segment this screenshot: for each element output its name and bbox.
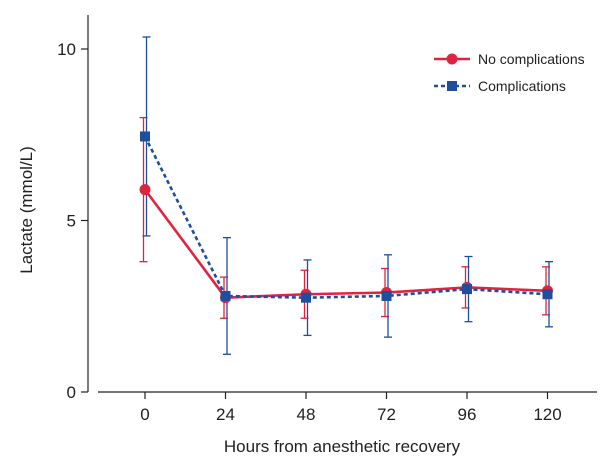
legend: No complications Complications xyxy=(434,51,585,94)
data-point-square xyxy=(220,290,231,301)
data-point-square xyxy=(301,292,311,303)
series-lines xyxy=(143,135,548,299)
x-tick-label: 72 xyxy=(377,405,396,424)
y-axis-title: Lactate (mmol/L) xyxy=(17,146,36,274)
series-markers xyxy=(139,131,553,304)
y-tick-label: 0 xyxy=(67,383,76,402)
x-tick-label: 0 xyxy=(140,405,149,424)
data-point-square xyxy=(462,284,472,295)
x-axis-title: Hours from anesthetic recovery xyxy=(224,437,461,456)
series-line-no-complications xyxy=(143,188,548,299)
x-tick-label: 120 xyxy=(533,405,561,424)
legend-marker-square xyxy=(447,81,457,91)
y-tick-label: 5 xyxy=(67,212,76,231)
data-point-square xyxy=(140,131,150,142)
x-tick-label: 24 xyxy=(216,405,235,424)
axes: 0 5 10 0 24 48 72 96 120 xyxy=(57,15,597,424)
legend-label: Complications xyxy=(478,78,566,94)
x-tick-label: 48 xyxy=(297,405,316,424)
legend-marker-circle xyxy=(446,53,458,65)
data-point-circle xyxy=(139,184,151,196)
legend-label: No complications xyxy=(478,51,585,67)
series-line-complications xyxy=(143,135,548,299)
y-tick-label: 10 xyxy=(57,40,76,59)
x-tick-label: 96 xyxy=(458,405,477,424)
data-point-square xyxy=(381,290,392,301)
data-point-square xyxy=(542,289,553,300)
